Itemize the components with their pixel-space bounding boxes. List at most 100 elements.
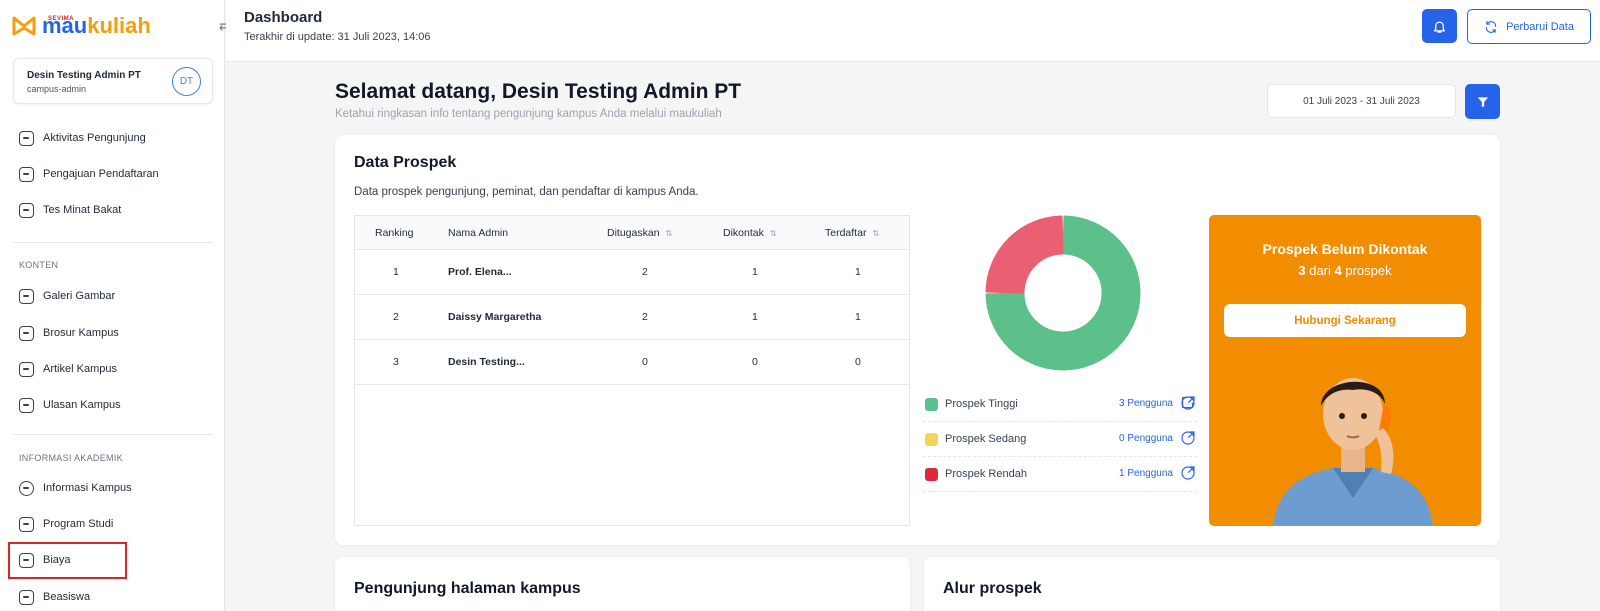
refresh-data-button[interactable]: Perbarui Data xyxy=(1467,9,1591,44)
sidebar-item-label: Pengajuan Pendaftaran xyxy=(43,168,159,180)
external-link-icon[interactable] xyxy=(1180,395,1196,411)
column-ditugaskan[interactable]: Ditugaskan ⇅ xyxy=(607,227,672,239)
logo-kuliah: kuliah xyxy=(87,13,151,38)
legend-color-swatch xyxy=(925,468,938,481)
sidebar-item-label: Informasi Kampus xyxy=(43,482,132,494)
highlight-biaya xyxy=(8,542,127,579)
sidebar-item-aktivitas-pengunjung[interactable]: Aktivitas Pengunjung xyxy=(19,128,146,148)
sidebar-item-pengajuan-pendaftaran[interactable]: Pengajuan Pendaftaran xyxy=(19,164,159,184)
sidebar-item-label: Program Studi xyxy=(43,518,114,530)
column-dikontak[interactable]: Dikontak ⇅ xyxy=(723,227,777,239)
visitors-card: Pengunjung halaman kampus xyxy=(335,557,910,611)
promo-uncontacted-count: 3 xyxy=(1298,263,1306,278)
external-link-icon[interactable] xyxy=(1180,430,1196,446)
legend-label: Prospek Tinggi xyxy=(945,398,1018,410)
table-header: Ranking Nama Admin Ditugaskan ⇅ Dikontak ⇅… xyxy=(355,216,909,250)
logo-mau: mau xyxy=(42,13,88,38)
avatar[interactable]: DT xyxy=(172,67,201,96)
legend-color-swatch xyxy=(925,398,938,411)
contact-now-button[interactable]: Hubungi Sekarang xyxy=(1224,304,1466,337)
section-label-konten: KONTEN xyxy=(19,260,59,270)
last-updated: Terakhir di update: 31 Juli 2023, 14:06 xyxy=(244,31,431,43)
legend-color-swatch xyxy=(925,433,938,446)
refresh-icon xyxy=(1485,20,1497,33)
activity-icon xyxy=(19,130,34,146)
clipboard-check-icon xyxy=(19,166,34,182)
cell-contacted: 1 xyxy=(752,311,758,323)
sidebar-item-label: Beasiswa xyxy=(43,591,91,603)
profile-name: Desin Testing Admin PT xyxy=(27,70,141,81)
sidebar-item-label: Galeri Gambar xyxy=(43,290,116,302)
cell-name: Daissy Margaretha xyxy=(448,311,542,323)
sidebar-divider xyxy=(13,434,213,435)
logo-mark-icon xyxy=(12,16,36,36)
donut-slice-prospek-rendah xyxy=(985,215,1064,294)
brochure-icon xyxy=(19,325,34,341)
sidebar-item-galeri-gambar[interactable]: Galeri Gambar xyxy=(19,286,115,306)
table-row: 2 Daissy Margaretha 2 1 1 xyxy=(355,295,909,340)
legend-count[interactable]: 1 Pengguna xyxy=(1119,468,1173,479)
filter-icon xyxy=(1477,96,1488,107)
sidebar-item-biaya[interactable]: Biaya xyxy=(19,550,71,570)
table-row: 3 Desin Testing... 0 0 0 xyxy=(355,340,909,385)
column-label: Terdaftar xyxy=(825,227,867,239)
legend-item-prospek-tinggi: Prospek Tinggi 3 Pengguna xyxy=(923,388,1197,422)
column-label: Dikontak xyxy=(723,227,764,239)
welcome-subtitle: Ketahui ringkasan info tentang pengunjun… xyxy=(335,108,722,120)
profile-card[interactable]: Desin Testing Admin PT campus-admin DT xyxy=(13,58,213,104)
filter-button[interactable] xyxy=(1465,84,1500,119)
sidebar-item-label: Aktivitas Pengunjung xyxy=(43,132,146,144)
sidebar-item-ulasan-kampus[interactable]: Ulasan Kampus xyxy=(19,395,121,415)
legend-item-prospek-sedang: Prospek Sedang 0 Pengguna xyxy=(923,423,1197,457)
promo-subtitle-mid: dari xyxy=(1305,263,1335,278)
legend-count[interactable]: 3 Pengguna xyxy=(1119,398,1173,409)
sidebar-item-beasiswa[interactable]: Beasiswa xyxy=(19,587,90,607)
sidebar-item-program-studi[interactable]: Program Studi xyxy=(19,514,113,534)
sidebar-item-label: Tes Minat Bakat xyxy=(43,204,122,216)
sidebar-item-label: Ulasan Kampus xyxy=(43,399,121,411)
prospek-donut-chart xyxy=(985,215,1141,371)
image-icon xyxy=(19,288,34,304)
prospek-title: Data Prospek xyxy=(354,154,457,171)
external-link-icon[interactable] xyxy=(1180,465,1196,481)
graduation-cap-icon xyxy=(19,589,34,605)
cell-registered: 1 xyxy=(855,266,861,278)
prospek-card: Data Prospek Data prospek pengunjung, pe… xyxy=(335,135,1500,545)
money-icon xyxy=(19,552,34,568)
cell-registered: 0 xyxy=(855,356,861,368)
promo-subtitle: 3 dari 4 prospek xyxy=(1209,263,1481,278)
sidebar-item-tes-minat-bakat[interactable]: Tes Minat Bakat xyxy=(19,200,121,220)
review-icon xyxy=(19,397,34,413)
article-icon xyxy=(19,361,34,377)
collapse-sidebar-icon[interactable]: ⇄ xyxy=(219,18,230,33)
refresh-label: Perbarui Data xyxy=(1506,20,1574,33)
legend-count[interactable]: 0 Pengguna xyxy=(1119,433,1173,444)
legend-label: Prospek Rendah xyxy=(945,468,1027,480)
test-icon xyxy=(19,202,34,218)
column-label: Ditugaskan xyxy=(607,227,660,239)
building-icon xyxy=(19,516,34,532)
logo[interactable]: SEVIMA maukuliah xyxy=(12,14,151,38)
cell-contacted: 1 xyxy=(752,266,758,278)
page-title: Dashboard xyxy=(244,9,323,26)
promo-uncontacted-prospects: Prospek Belum Dikontak 3 dari 4 prospek … xyxy=(1209,215,1481,526)
sidebar-divider xyxy=(13,242,213,243)
cell-rank: 1 xyxy=(393,266,399,278)
table-row: 1 Prof. Elena... 2 1 1 xyxy=(355,250,909,295)
prospek-description: Data prospek pengunjung, peminat, dan pe… xyxy=(354,186,699,198)
column-ranking: Ranking xyxy=(375,227,414,239)
section-label-informasi-akademik: INFORMASI AKADEMIK xyxy=(19,453,123,463)
sidebar-item-artikel-kampus[interactable]: Artikel Kampus xyxy=(19,359,117,379)
cell-contacted: 0 xyxy=(752,356,758,368)
cell-registered: 1 xyxy=(855,311,861,323)
flow-title: Alur prospek xyxy=(943,580,1042,597)
sidebar-item-brosur-kampus[interactable]: Brosur Kampus xyxy=(19,323,119,343)
notification-button[interactable] xyxy=(1422,9,1457,43)
sort-icon: ⇅ xyxy=(665,229,673,238)
logo-sub: SEVIMA xyxy=(48,16,75,22)
column-terdaftar[interactable]: Terdaftar ⇅ xyxy=(825,227,879,239)
prospek-table: Ranking Nama Admin Ditugaskan ⇅ Dikontak ⇅… xyxy=(354,215,910,526)
sidebar-item-informasi-kampus[interactable]: Informasi Kampus xyxy=(19,478,132,498)
date-range-picker[interactable]: 01 Juli 2023 - 31 Juli 2023 xyxy=(1267,84,1456,118)
promo-subtitle-suffix: prospek xyxy=(1341,263,1392,278)
